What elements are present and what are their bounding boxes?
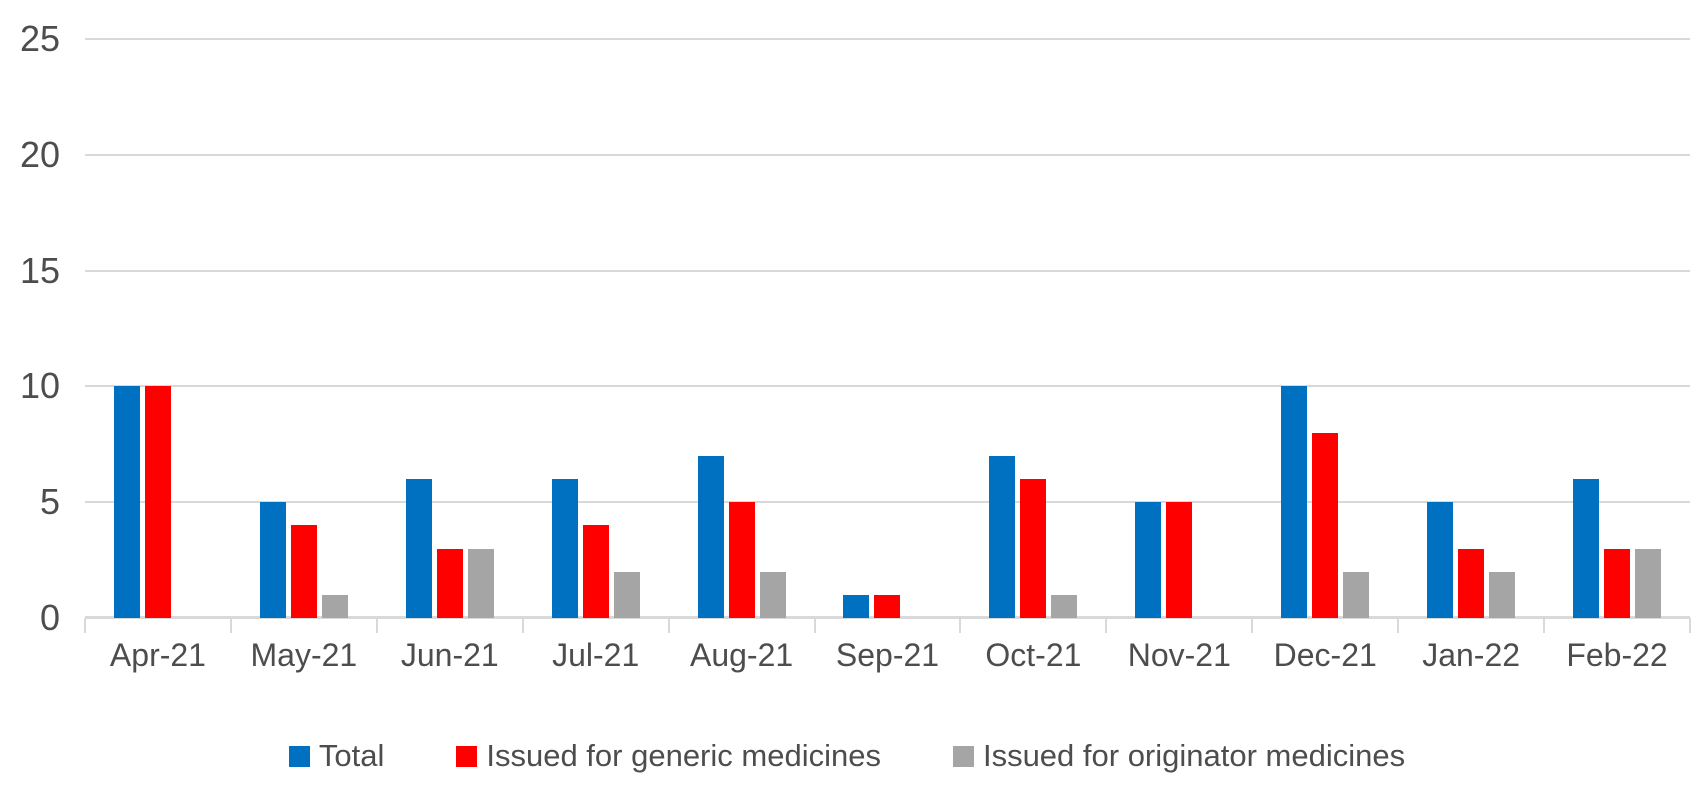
legend-label: Issued for generic medicines xyxy=(486,738,881,773)
bar-total-jun-21 xyxy=(405,479,432,618)
gridline-5 xyxy=(85,501,1690,504)
y-axis-label-0: 0 xyxy=(39,597,60,638)
bar-issued-for-generic-medicines-jan-22 xyxy=(1458,548,1485,618)
x-axis-tick xyxy=(84,618,86,633)
x-axis-label-jan-22: Jan-22 xyxy=(1422,637,1521,673)
bar-issued-for-originator-medicines-jul-21 xyxy=(613,571,640,618)
category-group-nov-21 xyxy=(1106,39,1252,618)
x-axis-label-apr-21: Apr-21 xyxy=(109,637,206,673)
bar-total-aug-21 xyxy=(697,455,724,618)
bar-issued-for-originator-medicines-may-21 xyxy=(321,594,348,618)
legend-swatch-icon xyxy=(456,745,478,767)
gridline-25 xyxy=(85,38,1690,40)
bar-issued-for-generic-medicines-aug-21 xyxy=(728,502,755,618)
x-axis-tick xyxy=(375,618,378,633)
category-group-jun-21 xyxy=(377,39,523,618)
bar-total-oct-21 xyxy=(989,455,1016,618)
x-axis-tick xyxy=(1251,618,1254,633)
x-axis-label-may-21: May-21 xyxy=(250,637,358,673)
bar-total-nov-21 xyxy=(1135,502,1162,618)
x-axis-tick xyxy=(521,618,524,633)
bar-total-sep-21 xyxy=(843,594,870,618)
y-axis-label-20: 20 xyxy=(19,133,60,175)
x-axis-label-aug-21: Aug-21 xyxy=(689,637,794,673)
bar-issued-for-generic-medicines-nov-21 xyxy=(1166,502,1193,618)
legend-label: Total xyxy=(318,738,385,773)
category-group-jan-22 xyxy=(1398,39,1544,618)
bar-total-jul-21 xyxy=(551,479,578,618)
legend: Total Issued for generic medicines Issued … xyxy=(0,738,1694,774)
bar-total-feb-22 xyxy=(1573,479,1600,618)
gridline-20 xyxy=(85,153,1690,156)
bar-issued-for-originator-medicines-aug-21 xyxy=(759,571,786,618)
category-group-may-21 xyxy=(231,39,377,618)
gridline-15 xyxy=(85,269,1690,272)
bar-issued-for-generic-medicines-oct-21 xyxy=(1020,479,1047,618)
x-axis-tick xyxy=(667,618,670,633)
y-axis-label-25: 25 xyxy=(19,18,60,59)
x-axis-label-dec-21: Dec-21 xyxy=(1273,637,1377,673)
category-group-feb-22 xyxy=(1544,39,1690,618)
category-group-apr-21 xyxy=(85,39,231,618)
bar-issued-for-generic-medicines-feb-22 xyxy=(1604,548,1631,618)
bar-issued-for-originator-medicines-dec-21 xyxy=(1343,571,1370,618)
plot-area xyxy=(84,38,1691,633)
x-axis-tick xyxy=(1689,618,1691,633)
x-axis-tick xyxy=(813,618,816,633)
bar-issued-for-generic-medicines-jul-21 xyxy=(582,525,609,618)
category-group-oct-21 xyxy=(960,39,1106,618)
x-axis-label-nov-21: Nov-21 xyxy=(1127,637,1231,673)
x-axis-tick xyxy=(1397,618,1400,633)
bar-total-may-21 xyxy=(259,502,286,618)
legend-swatch-icon xyxy=(288,745,310,767)
x-axis-tick xyxy=(959,618,962,633)
y-axis-label-10: 10 xyxy=(19,365,60,407)
x-axis-label-jul-21: Jul-21 xyxy=(552,637,640,673)
y-axis-label-5: 5 xyxy=(39,481,60,523)
x-axis-tick xyxy=(1543,618,1546,633)
bar-issued-for-originator-medicines-oct-21 xyxy=(1051,594,1078,618)
x-axis-label-sep-21: Sep-21 xyxy=(835,637,940,673)
bar-issued-for-generic-medicines-dec-21 xyxy=(1312,432,1339,618)
category-group-jul-21 xyxy=(523,39,669,618)
legend-item-total: Total xyxy=(288,738,385,774)
bar-issued-for-generic-medicines-may-21 xyxy=(290,525,317,618)
bar-issued-for-originator-medicines-feb-22 xyxy=(1635,548,1662,618)
bar-total-dec-21 xyxy=(1281,386,1308,618)
category-group-dec-21 xyxy=(1252,39,1398,618)
x-axis-label-jun-21: Jun-21 xyxy=(400,637,499,673)
bar-total-apr-21 xyxy=(113,386,140,618)
gridline-10 xyxy=(85,385,1690,388)
bar-issued-for-generic-medicines-jun-21 xyxy=(436,548,463,618)
legend-item-issued-for-generic-medicines: Issued for generic medicines xyxy=(456,738,881,774)
y-axis-label-15: 15 xyxy=(19,249,60,291)
legend-swatch-icon xyxy=(952,745,974,767)
bar-total-jan-22 xyxy=(1427,502,1454,618)
category-group-aug-21 xyxy=(669,39,815,618)
x-axis-labels: Apr-21 May-21 Jun-21 Jul-21 Aug-21 Sep-21 Oct-… xyxy=(85,634,1690,676)
legend-label: Issued for originator medicines xyxy=(982,738,1406,773)
bar-issued-for-originator-medicines-jun-21 xyxy=(467,548,494,618)
x-axis-tick xyxy=(1105,618,1108,633)
legend-item-issued-for-originator-medicines: Issued for originator medicines xyxy=(952,738,1406,774)
x-axis-tick xyxy=(229,618,232,633)
category-group-sep-21 xyxy=(815,39,961,618)
bar-issued-for-originator-medicines-jan-22 xyxy=(1489,571,1516,618)
bar-issued-for-generic-medicines-sep-21 xyxy=(874,594,901,618)
x-axis-label-oct-21: Oct-21 xyxy=(985,637,1082,673)
x-axis-label-feb-22: Feb-22 xyxy=(1566,637,1668,673)
bars-row xyxy=(85,39,1690,618)
bar-issued-for-generic-medicines-apr-21 xyxy=(144,386,171,618)
